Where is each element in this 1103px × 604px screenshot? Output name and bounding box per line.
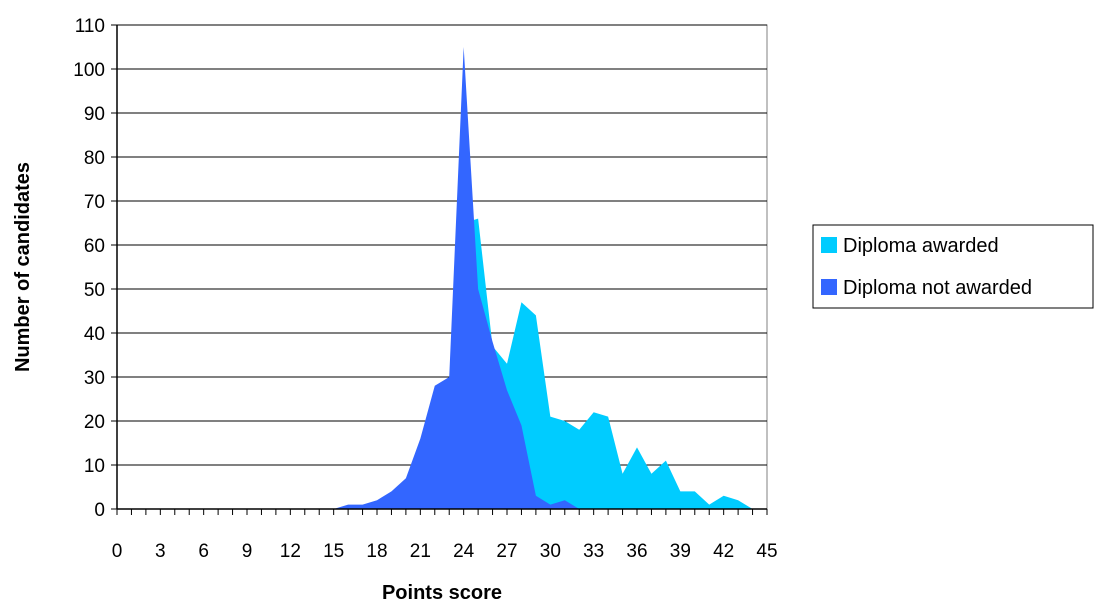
area-series-diploma-awarded xyxy=(117,218,767,509)
legend-label-diploma-awarded: Diploma awarded xyxy=(843,235,999,257)
grid-lines xyxy=(117,24,767,466)
x-tick-label: 21 xyxy=(410,541,431,562)
y-tick-label: 60 xyxy=(84,236,105,257)
legend-swatch-diploma-not-awarded xyxy=(821,279,837,295)
legend-label-diploma-not-awarded: Diploma not awarded xyxy=(843,277,1032,299)
y-tick-label: 20 xyxy=(84,412,105,433)
x-tick-label: 33 xyxy=(583,541,604,562)
x-tick-labels: 0 3 6 9 12 15 18 21 24 27 30 33 36 39 42 45 xyxy=(112,541,778,562)
y-tick-label: 90 xyxy=(84,104,105,125)
x-axis-title: Points score xyxy=(382,582,502,604)
x-tick-label: 6 xyxy=(198,541,209,562)
x-tick-label: 27 xyxy=(496,541,517,562)
y-tick-label: 100 xyxy=(73,60,105,81)
legend-swatch-diploma-awarded xyxy=(821,237,837,253)
x-tick-label: 12 xyxy=(280,541,301,562)
x-tick-label: 0 xyxy=(112,541,123,562)
axes xyxy=(111,24,768,515)
y-tick-label: 50 xyxy=(84,280,105,301)
y-tick-label: 80 xyxy=(84,148,105,169)
x-tick-label: 9 xyxy=(242,541,253,562)
x-tick-label: 45 xyxy=(756,541,777,562)
x-tick-label: 30 xyxy=(540,541,561,562)
y-tick-label: 40 xyxy=(84,324,105,345)
y-tick-labels: 0 10 20 30 40 50 60 70 80 90 100 110 xyxy=(73,16,105,521)
x-tick-label: 18 xyxy=(366,541,387,562)
y-tick-label: 10 xyxy=(84,456,105,477)
series-areas xyxy=(117,47,767,509)
legend: Diploma awarded Diploma not awarded xyxy=(812,224,1094,309)
x-tick-label: 39 xyxy=(670,541,691,562)
y-tick-label: 110 xyxy=(75,16,105,37)
x-tick-label: 3 xyxy=(155,541,166,562)
x-tick-label: 42 xyxy=(713,541,734,562)
x-tick-label: 15 xyxy=(323,541,344,562)
x-tick-label: 24 xyxy=(453,541,475,562)
y-axis-title: Number of candidates xyxy=(12,162,34,372)
y-tick-label: 70 xyxy=(84,192,105,213)
y-tick-label: 0 xyxy=(94,500,105,521)
legend-box xyxy=(812,224,1094,309)
x-tick-label: 36 xyxy=(626,541,647,562)
area-series-diploma-not-awarded xyxy=(117,47,767,509)
y-tick-label: 30 xyxy=(84,368,105,389)
